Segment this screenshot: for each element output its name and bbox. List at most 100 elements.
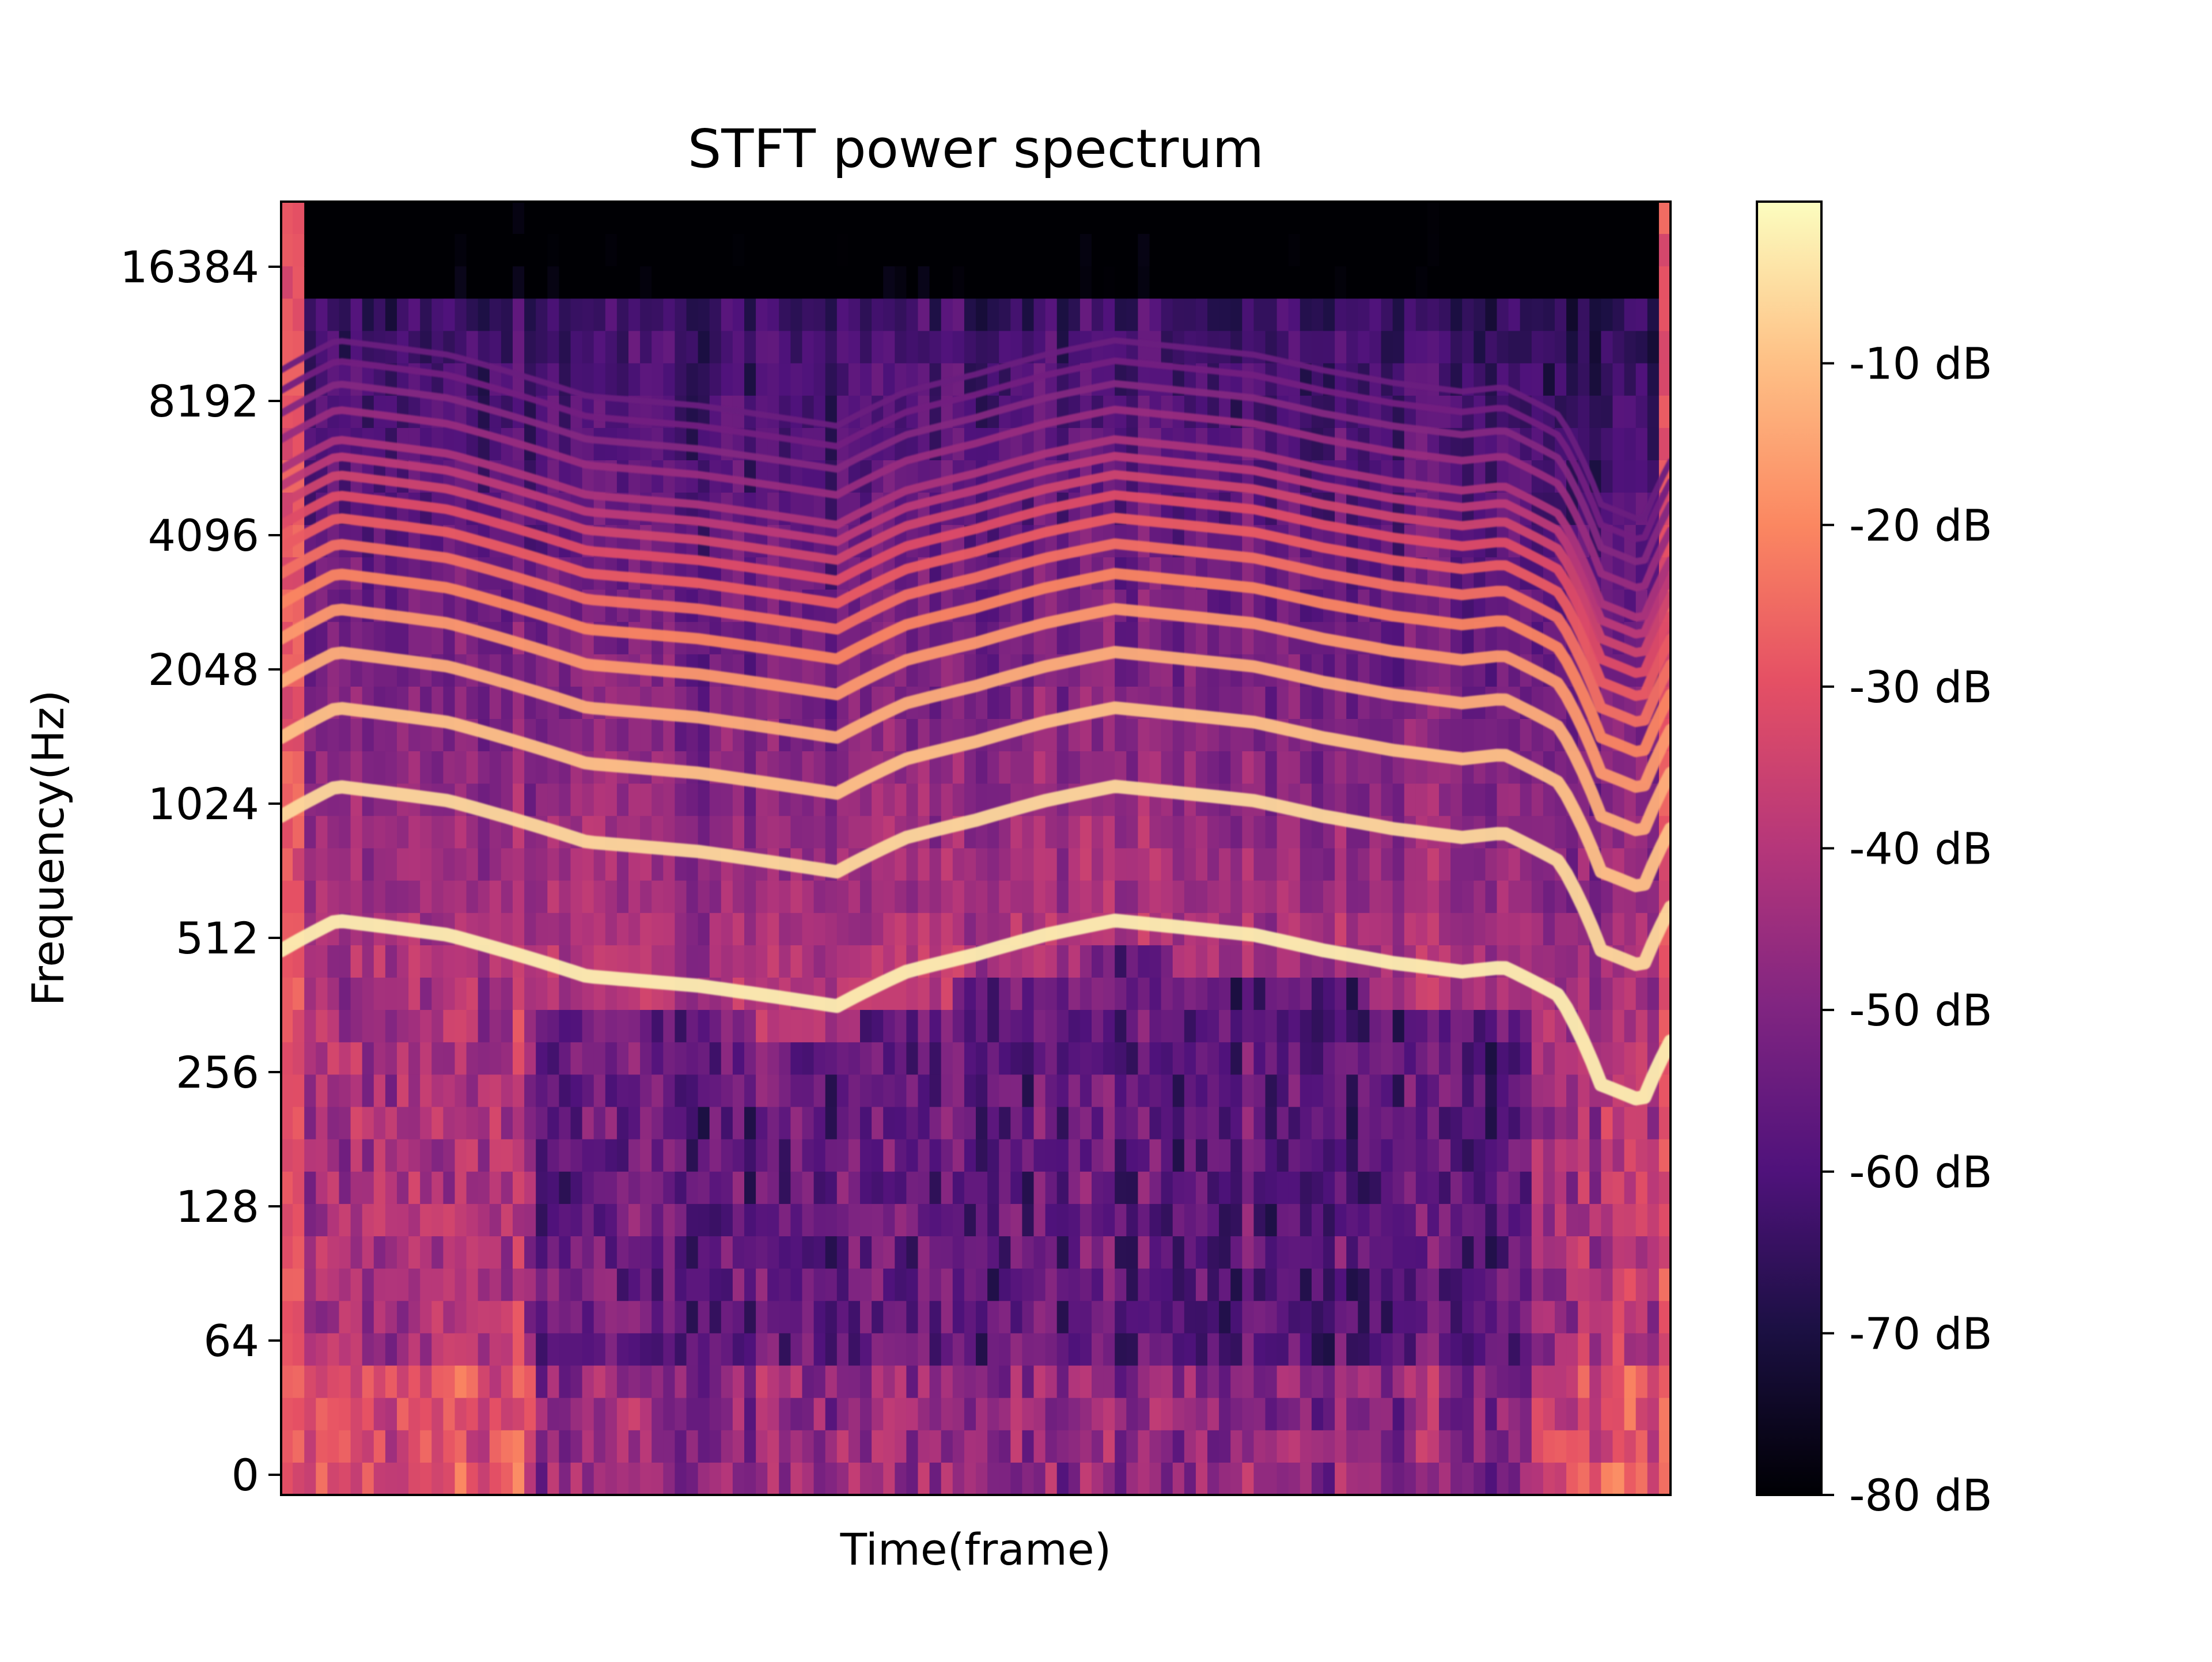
spectrogram-cell xyxy=(454,1171,467,1205)
spectrogram-cell xyxy=(767,1010,780,1043)
spectrogram-cell xyxy=(732,1042,745,1076)
spectrogram-cell xyxy=(1033,848,1046,881)
spectrogram-cell xyxy=(802,331,815,364)
spectrogram-cell xyxy=(1184,1010,1196,1043)
spectrogram-cell xyxy=(1300,1269,1312,1301)
spectrogram-cell xyxy=(1508,913,1521,946)
spectrogram-cell xyxy=(1103,848,1115,881)
spectrogram-cell xyxy=(883,1203,896,1237)
spectrogram-cell xyxy=(1022,1333,1035,1366)
spectrogram-cell xyxy=(802,1236,815,1269)
spectrogram-cell xyxy=(1115,1462,1127,1495)
spectrogram-cell xyxy=(1207,427,1219,461)
spectrogram-cell xyxy=(1450,460,1463,493)
spectrogram-cell xyxy=(1497,1462,1509,1495)
spectrogram-cell xyxy=(836,1365,849,1399)
spectrogram-cell xyxy=(1404,751,1416,784)
spectrogram-cell xyxy=(744,1269,756,1301)
spectrogram-cell xyxy=(1172,816,1185,849)
spectrogram-cell xyxy=(1207,266,1219,300)
spectrogram-cell xyxy=(918,1139,930,1172)
spectrogram-cell xyxy=(895,266,907,300)
spectrogram-cell xyxy=(1555,298,1567,332)
spectrogram-cell xyxy=(454,1398,467,1431)
spectrogram-cell xyxy=(1520,234,1532,267)
spectrogram-cell xyxy=(1219,1042,1231,1076)
spectrogram-cell xyxy=(698,1398,710,1431)
spectrogram-cell xyxy=(1497,1010,1509,1043)
spectrogram-cell xyxy=(744,298,756,332)
spectrogram-cell xyxy=(466,1074,479,1108)
spectrogram-cell xyxy=(640,913,652,946)
spectrogram-cell xyxy=(1126,751,1139,784)
spectrogram-cell xyxy=(304,1107,317,1140)
spectrogram-cell xyxy=(478,1269,490,1301)
spectrogram-cell xyxy=(952,654,965,687)
spectrogram-cell xyxy=(1045,1107,1058,1140)
spectrogram-cell xyxy=(454,1462,467,1495)
spectrogram-cell xyxy=(1126,1365,1139,1399)
spectrogram-cell xyxy=(779,234,791,267)
spectrogram-cell xyxy=(1520,1301,1532,1334)
spectrogram-cell xyxy=(1230,363,1243,396)
spectrogram-cell xyxy=(1462,848,1475,881)
spectrogram-cell xyxy=(443,978,456,1010)
spectrogram-cell xyxy=(443,1365,456,1399)
spectrogram-cell xyxy=(1242,589,1255,623)
spectrogram-cell xyxy=(304,1139,317,1172)
spectrogram-cell xyxy=(640,1010,652,1043)
spectrogram-cell xyxy=(281,1042,293,1076)
spectrogram-cell xyxy=(918,1107,930,1140)
spectrogram-cell xyxy=(1543,1430,1555,1463)
spectrogram-cell xyxy=(1578,1107,1590,1140)
spectrogram-cell xyxy=(1323,234,1335,267)
spectrogram-cell xyxy=(1022,1365,1035,1399)
spectrogram-cell xyxy=(721,1269,733,1301)
spectrogram-cell xyxy=(663,363,676,396)
spectrogram-cell xyxy=(895,913,907,946)
spectrogram-cell xyxy=(339,622,351,655)
spectrogram-cell xyxy=(802,1365,815,1399)
spectrogram-cell xyxy=(1253,1107,1266,1140)
spectrogram-cell xyxy=(802,1430,815,1463)
spectrogram-cell xyxy=(1474,1333,1486,1366)
spectrogram-cell xyxy=(1115,1139,1127,1172)
spectrogram-cell xyxy=(1635,395,1648,429)
spectrogram-cell xyxy=(478,1107,490,1140)
spectrogram-cell xyxy=(1253,978,1266,1010)
spectrogram-cell xyxy=(1126,848,1139,881)
spectrogram-cell xyxy=(1300,880,1312,914)
spectrogram-cell xyxy=(1589,1139,1602,1172)
spectrogram-cell xyxy=(918,1010,930,1043)
spectrogram-cell xyxy=(941,1010,953,1043)
spectrogram-cell xyxy=(304,1074,317,1108)
spectrogram-cell xyxy=(1311,1301,1324,1334)
spectrogram-cell xyxy=(293,1203,305,1237)
spectrogram-cell xyxy=(1450,1010,1463,1043)
spectrogram-cell xyxy=(813,880,826,914)
spectrogram-cell xyxy=(964,880,976,914)
spectrogram-cell xyxy=(929,1269,942,1301)
spectrogram-cell xyxy=(362,202,374,234)
spectrogram-cell xyxy=(732,1010,745,1043)
spectrogram-cell xyxy=(1115,202,1127,234)
spectrogram-cell xyxy=(721,266,733,300)
spectrogram-cell xyxy=(1184,1236,1196,1269)
spectrogram-cell xyxy=(686,1365,699,1399)
spectrogram-cell xyxy=(605,913,618,946)
spectrogram-cell xyxy=(593,783,606,817)
spectrogram-cell xyxy=(698,686,710,720)
spectrogram-cell xyxy=(339,816,351,849)
spectrogram-cell xyxy=(1080,719,1092,752)
spectrogram-cell xyxy=(1115,266,1127,300)
spectrogram-cell xyxy=(663,1301,676,1334)
spectrogram-cell xyxy=(582,1301,594,1334)
spectrogram-cell xyxy=(1531,1042,1544,1076)
spectrogram-cell xyxy=(652,913,664,946)
spectrogram-cell xyxy=(976,1430,988,1463)
spectrogram-cell xyxy=(1589,1269,1602,1301)
spectrogram-cell xyxy=(327,1139,340,1172)
spectrogram-cell xyxy=(1497,1236,1509,1269)
spectrogram-cell xyxy=(1415,880,1428,914)
spectrogram-cell xyxy=(1531,1365,1544,1399)
